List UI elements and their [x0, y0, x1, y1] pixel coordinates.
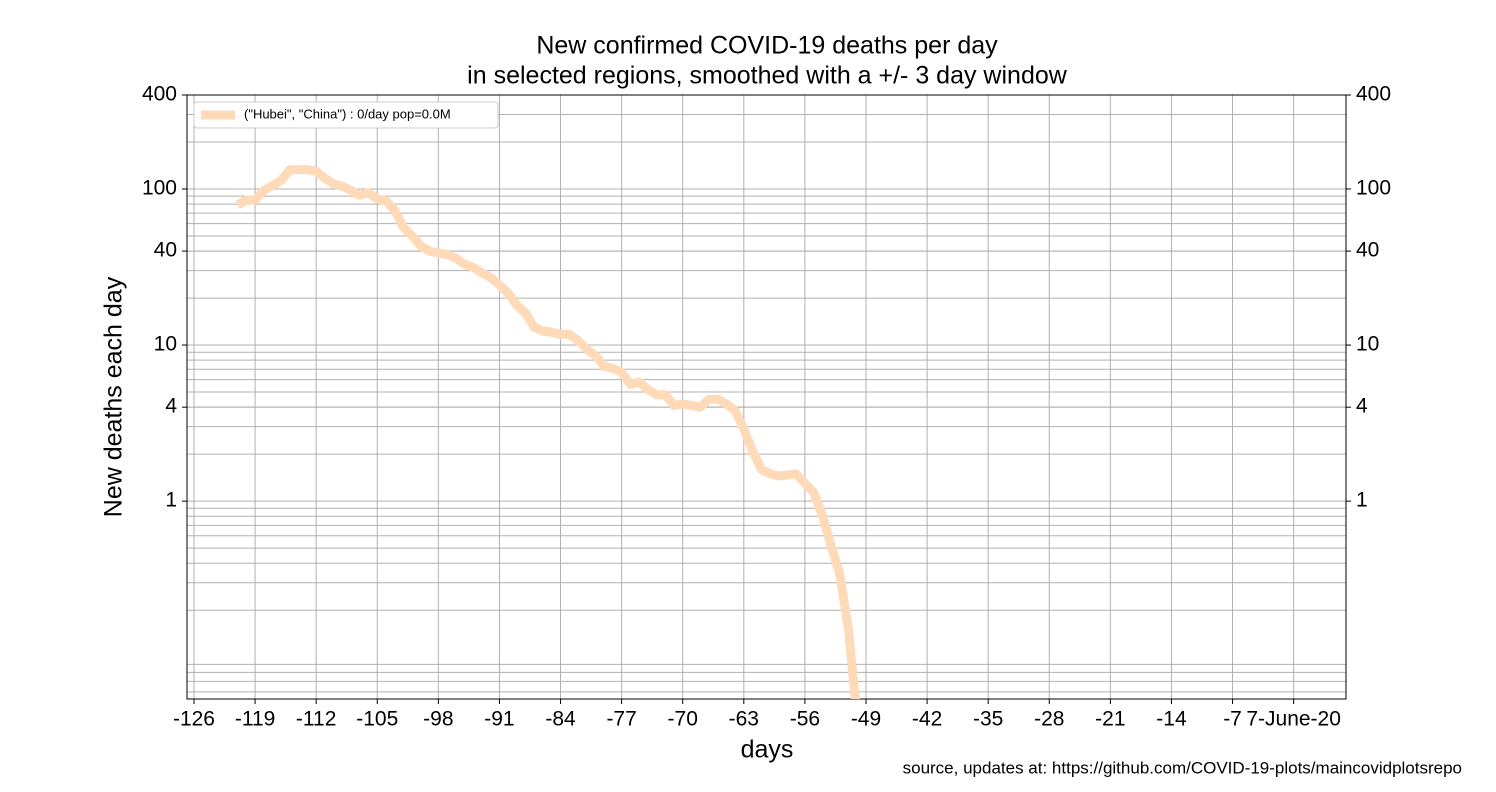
chart-subtitle: in selected regions, smoothed with a +/-…	[467, 62, 1068, 90]
x-tick-label: 7-June-20	[1246, 708, 1341, 731]
x-tick-label: -98	[423, 708, 453, 731]
y-axis-label: New deaths each day	[100, 276, 128, 517]
x-tick-label: -56	[790, 708, 820, 731]
x-tick-label: -91	[484, 708, 514, 731]
y-tick-label: 400	[142, 83, 177, 106]
x-tick-label: -35	[973, 708, 1003, 731]
x-tick-label: -63	[729, 708, 759, 731]
x-tick-label: -126	[173, 708, 215, 731]
x-tick-label: -112	[296, 708, 336, 731]
y2-tick-label: 10	[1356, 333, 1379, 356]
legend-box	[193, 101, 499, 129]
x-tick-label: -7	[1223, 708, 1242, 731]
x-tick-label: -84	[545, 708, 576, 731]
y2-tick-label: 100	[1356, 177, 1391, 200]
x-tick-label: -77	[606, 708, 636, 731]
y2-tick-label: 400	[1356, 83, 1391, 106]
legend-label: ("Hubei", "China") : 0/day pop=0.0M	[244, 106, 451, 121]
chart-title: New confirmed COVID-19 deaths per day	[536, 32, 998, 60]
x-axis-label: days	[741, 736, 794, 764]
legend: ("Hubei", "China") : 0/day pop=0.0M	[193, 101, 499, 129]
x-tick-label: -42	[912, 708, 942, 731]
y-tick-label: 10	[154, 333, 177, 356]
x-tick-label: -14	[1156, 708, 1187, 731]
y2-tick-label: 1	[1356, 489, 1368, 512]
y2-tick-label: 4	[1356, 395, 1368, 418]
y-tick-label: 4	[165, 395, 177, 418]
x-tick-label: -105	[356, 708, 398, 731]
data-line	[235, 165, 860, 699]
plot-frame	[186, 94, 1347, 700]
x-tick-label: -21	[1095, 708, 1125, 731]
source-note: source, updates at: https://github.com/C…	[903, 758, 1462, 777]
x-tick-label: -70	[668, 708, 698, 731]
y2-tick-label: 40	[1356, 239, 1379, 262]
x-tick-label: -28	[1034, 708, 1064, 731]
y-tick-label: 1	[165, 489, 177, 512]
y-tick-label: 100	[142, 177, 177, 200]
x-tick-label: -49	[851, 708, 881, 731]
y-tick-label: 40	[154, 239, 177, 262]
x-tick-label: -119	[235, 708, 275, 731]
